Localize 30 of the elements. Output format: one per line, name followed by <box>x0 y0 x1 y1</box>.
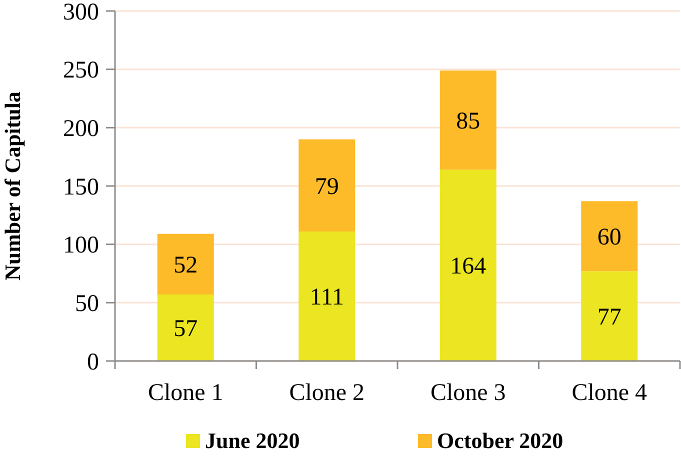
bar <box>440 70 496 170</box>
y-tick-label: 300 <box>63 0 99 26</box>
data-label: 60 <box>597 224 622 251</box>
data-label: 85 <box>456 108 480 134</box>
bar <box>298 232 356 361</box>
y-axis-title: Number of Capitula <box>0 91 25 281</box>
y-tick-label: 0 <box>87 349 99 376</box>
x-tick-label: Clone 1 <box>148 380 224 406</box>
legend-label: October 2020 <box>437 428 564 453</box>
legend-label: June 2020 <box>205 428 300 453</box>
bar <box>298 139 356 232</box>
y-tick-label: 250 <box>63 58 99 84</box>
x-tick-label: Clone 3 <box>430 380 506 406</box>
data-label: 164 <box>450 254 486 280</box>
y-tick-label: 200 <box>63 116 99 142</box>
y-tick-label: 100 <box>63 232 99 259</box>
data-label: 52 <box>174 252 198 279</box>
data-label: 79 <box>314 174 339 200</box>
data-label: 111 <box>310 284 344 311</box>
bar <box>581 201 638 272</box>
bar <box>440 170 496 361</box>
bar <box>157 234 214 294</box>
data-label: 77 <box>597 304 622 330</box>
x-tick-label: Clone 4 <box>572 380 648 406</box>
y-tick-label: 150 <box>63 174 99 200</box>
x-tick-label: Clone 2 <box>289 380 365 406</box>
y-tick-label: 50 <box>75 291 99 318</box>
bar <box>581 271 638 361</box>
data-label: 57 <box>174 316 198 342</box>
bar <box>157 294 214 361</box>
